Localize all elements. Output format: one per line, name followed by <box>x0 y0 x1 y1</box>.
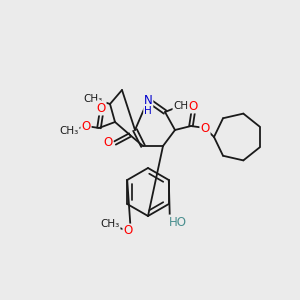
Text: N: N <box>144 94 152 106</box>
Text: O: O <box>96 101 106 115</box>
Text: CH₃: CH₃ <box>83 94 103 104</box>
Text: CH₃: CH₃ <box>59 126 79 136</box>
Text: O: O <box>123 224 133 238</box>
Text: CH₃: CH₃ <box>100 219 120 229</box>
Text: O: O <box>188 100 198 112</box>
Text: H: H <box>144 106 152 116</box>
Text: CH₃: CH₃ <box>173 101 193 111</box>
Text: HO: HO <box>169 215 187 229</box>
Text: O: O <box>81 119 91 133</box>
Text: O: O <box>200 122 210 134</box>
Text: O: O <box>103 136 112 149</box>
